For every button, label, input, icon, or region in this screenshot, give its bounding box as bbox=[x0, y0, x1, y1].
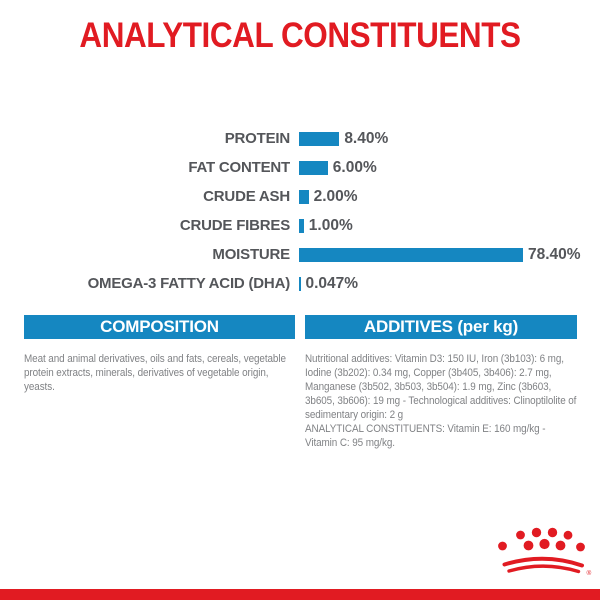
analytical-constituents-chart: PROTEIN 8.40% FAT CONTENT 6.00% CRUDE ASH 2.0… bbox=[0, 124, 600, 298]
composition-header-label: COMPOSITION bbox=[100, 317, 219, 336]
bar-label: PROTEIN bbox=[224, 130, 290, 147]
bar-value: 0.047% bbox=[305, 274, 359, 292]
bar-label: MOISTURE bbox=[212, 246, 290, 263]
bar-label: FAT CONTENT bbox=[188, 159, 290, 176]
chart-row: CRUDE FIBRES 1.00% bbox=[0, 211, 600, 240]
page-title: ANALYTICAL CONSTITUENTS bbox=[79, 16, 521, 55]
chart-row: OMEGA-3 FATTY ACID (DHA) 0.047% bbox=[0, 269, 600, 298]
bar-label: CRUDE ASH bbox=[203, 188, 290, 205]
value-bar bbox=[299, 189, 309, 204]
chart-row: MOISTURE 78.40% bbox=[0, 240, 600, 269]
additives-header-label: ADDITIVES (per kg) bbox=[363, 317, 519, 336]
value-bar bbox=[299, 218, 304, 233]
royal-canin-crown-icon: ® bbox=[498, 527, 592, 577]
bar-value: 78.40% bbox=[528, 245, 581, 263]
bar-value: 8.40% bbox=[344, 129, 389, 147]
bar-value: 2.00% bbox=[313, 187, 358, 205]
chart-row: FAT CONTENT 6.00% bbox=[0, 153, 600, 182]
footer-red-bar bbox=[0, 589, 600, 600]
info-columns: COMPOSITION Meat and animal derivatives,… bbox=[24, 315, 577, 450]
value-bar bbox=[299, 276, 301, 291]
composition-header: COMPOSITION bbox=[24, 315, 295, 339]
registered-trademark-symbol: ® bbox=[587, 569, 592, 577]
value-bar bbox=[299, 160, 328, 175]
chart-row: PROTEIN 8.40% bbox=[0, 124, 600, 153]
composition-section: COMPOSITION Meat and animal derivatives,… bbox=[24, 315, 295, 450]
additives-section: ADDITIVES (per kg) Nutritional additives… bbox=[305, 315, 577, 450]
bar-label: OMEGA-3 FATTY ACID (DHA) bbox=[87, 275, 291, 292]
bar-value: 1.00% bbox=[308, 216, 353, 234]
value-bar bbox=[299, 131, 340, 146]
additives-header: ADDITIVES (per kg) bbox=[305, 315, 577, 339]
bar-label: CRUDE FIBRES bbox=[179, 217, 290, 234]
additives-analytical-text: ANALYTICAL CONSTITUENTS: Vitamin E: 160 … bbox=[305, 423, 546, 449]
value-bar bbox=[299, 247, 523, 262]
additives-text: Nutritional additives: Vitamin D3: 150 I… bbox=[305, 353, 577, 421]
bar-value: 6.00% bbox=[332, 158, 377, 176]
chart-row: CRUDE ASH 2.00% bbox=[0, 182, 600, 211]
composition-text: Meat and animal derivatives, oils and fa… bbox=[24, 353, 286, 393]
